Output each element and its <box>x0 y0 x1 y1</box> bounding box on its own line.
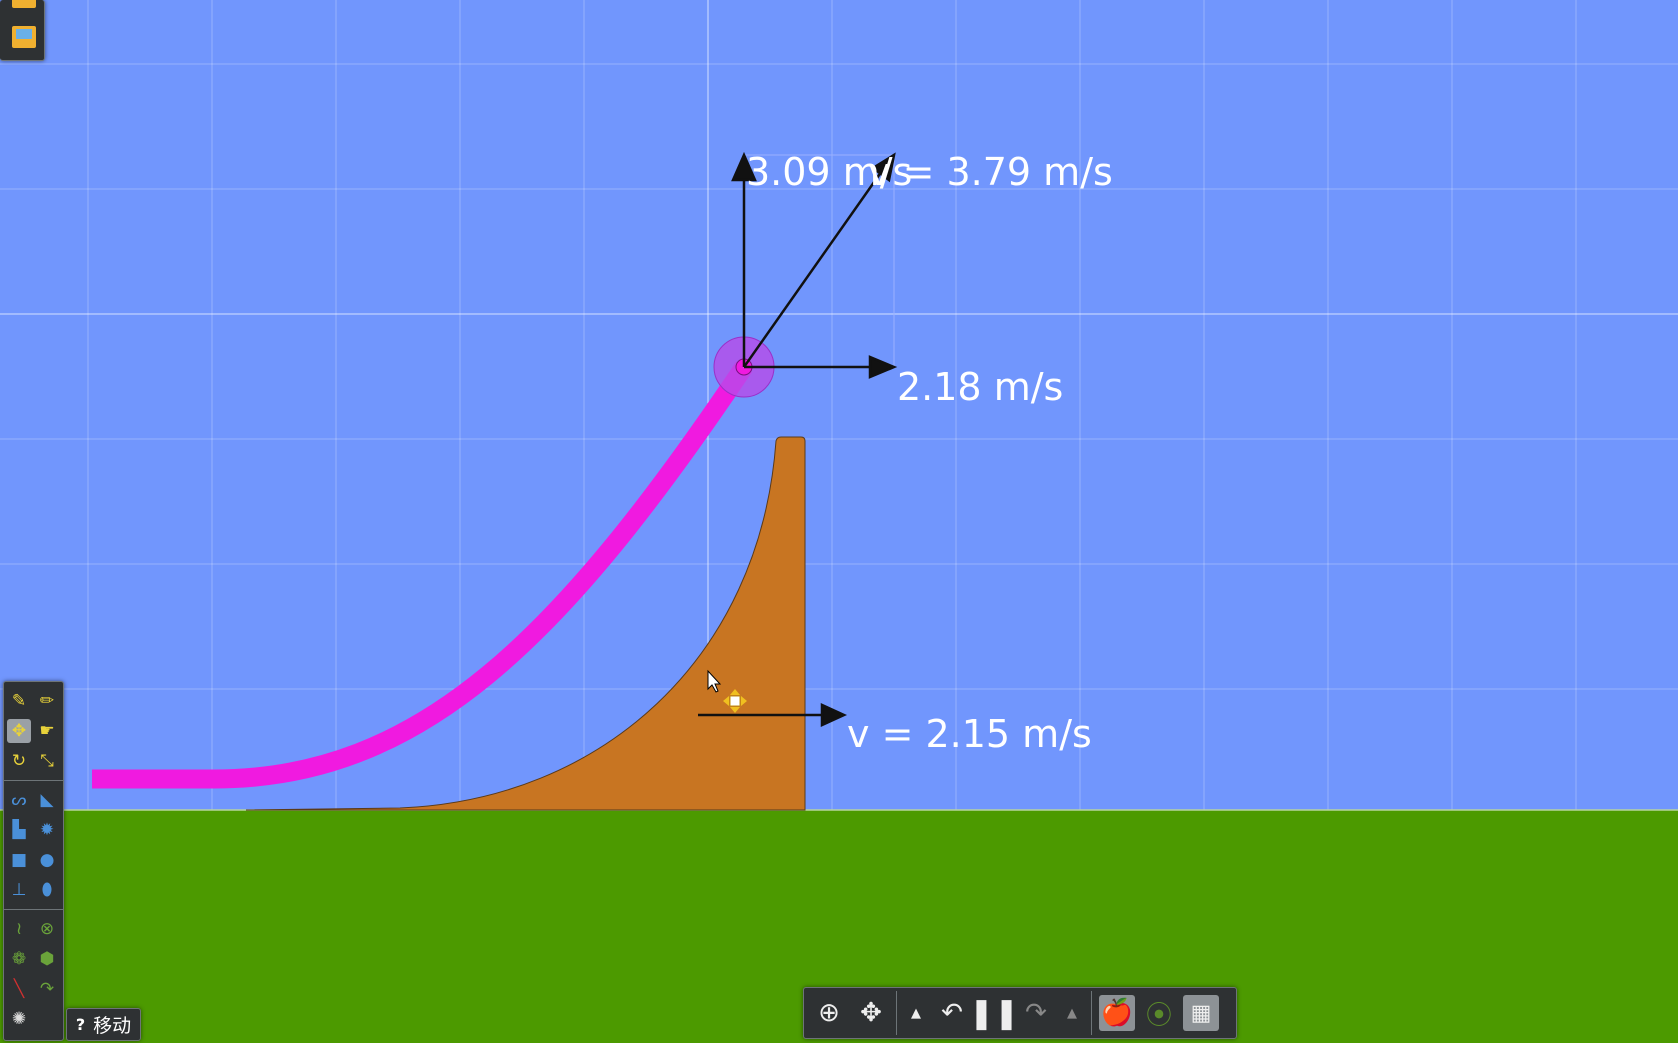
undo-menu-icon[interactable]: ▲ <box>911 1005 921 1021</box>
move-icon[interactable]: ✥ <box>7 719 31 743</box>
gravity-icon[interactable]: 🍎 <box>1099 995 1135 1031</box>
tracer-icon[interactable]: ↷ <box>39 979 55 999</box>
pill-icon[interactable]: ⬮ <box>41 880 53 900</box>
ramp-velocity-label: v = 2.15 m/s <box>847 712 1092 756</box>
help-icon: ? <box>75 1015 86 1034</box>
redo-icon[interactable]: ↷ <box>1025 998 1047 1028</box>
drag-hand-icon[interactable]: ☛ <box>39 721 55 741</box>
redo-menu-icon[interactable]: ▲ <box>1067 1005 1077 1021</box>
ramp <box>245 436 806 811</box>
laser-icon[interactable]: ╲ <box>13 979 25 999</box>
file-panel <box>0 0 45 61</box>
pan-icon[interactable]: ✥ <box>860 998 882 1028</box>
rotate-icon[interactable]: ↻ <box>11 751 27 771</box>
open-folder-icon[interactable] <box>12 0 36 8</box>
plane-icon[interactable]: ⊥ <box>11 880 27 900</box>
zoom-icon[interactable]: ⊕ <box>818 998 840 1028</box>
spiral-icon[interactable]: ✺ <box>11 1009 27 1029</box>
ramp-arrow-head-icon <box>820 703 848 727</box>
arrow-head-diag-icon <box>870 152 896 183</box>
move-handle-icon[interactable] <box>723 689 747 713</box>
fixate-icon[interactable]: ⊗ <box>39 919 55 939</box>
air-friction-icon[interactable]: ⦿ <box>1145 1000 1172 1031</box>
arrow-head-up-icon <box>731 151 757 182</box>
circle-icon[interactable]: ● <box>39 850 55 870</box>
pencil-icon[interactable]: ✏ <box>39 691 55 711</box>
mouse-cursor-icon <box>707 669 722 693</box>
grid-icon[interactable]: ▦ <box>1183 995 1219 1031</box>
horizontal-velocity-label: 2.18 m/s <box>897 365 1063 409</box>
sketch-icon[interactable]: ✎ <box>11 691 27 711</box>
scale-icon[interactable]: ⤡ <box>40 751 54 771</box>
spring-icon[interactable]: ≀ <box>15 919 23 939</box>
pause-icon[interactable]: ❚❚ <box>968 995 1020 1031</box>
eraser-icon[interactable]: ◣ <box>40 790 54 810</box>
bottom-toolbar: ⊕ ✥ ▲ ↶ ❚❚ ↷ ▲ 🍎 ⦿ ▦ <box>803 987 1237 1039</box>
thruster-icon[interactable]: ⬢ <box>39 949 55 969</box>
open-scene-icon[interactable] <box>12 26 36 48</box>
vertical-velocity-label: 3.09 m/s <box>746 150 912 194</box>
total-velocity-label: v = 3.79 m/s <box>868 150 1113 194</box>
rope-icon[interactable]: ᔕ <box>11 790 27 810</box>
toolbox: ✎ ✏ ✥ ☛ ↻ ⤡ ᔕ ◣ ▙ ✹ ■ ● ⊥ ⬮ ≀ ⊗ ❁ ⬢ ╲ ↷ … <box>3 681 64 1041</box>
polygon-icon[interactable]: ▙ <box>12 820 26 840</box>
current-tool-label: 移动 <box>93 1015 132 1037</box>
gear-icon[interactable]: ✹ <box>39 820 55 840</box>
hinge-icon[interactable]: ❁ <box>11 949 27 969</box>
undo-icon[interactable]: ↶ <box>941 998 963 1028</box>
box-icon[interactable]: ■ <box>10 850 28 870</box>
arrow-head-right-icon <box>868 355 898 379</box>
tool-help[interactable]: ? 移动 <box>66 1008 141 1041</box>
trajectory-trail <box>92 361 752 789</box>
velocity-vectors <box>698 151 898 727</box>
